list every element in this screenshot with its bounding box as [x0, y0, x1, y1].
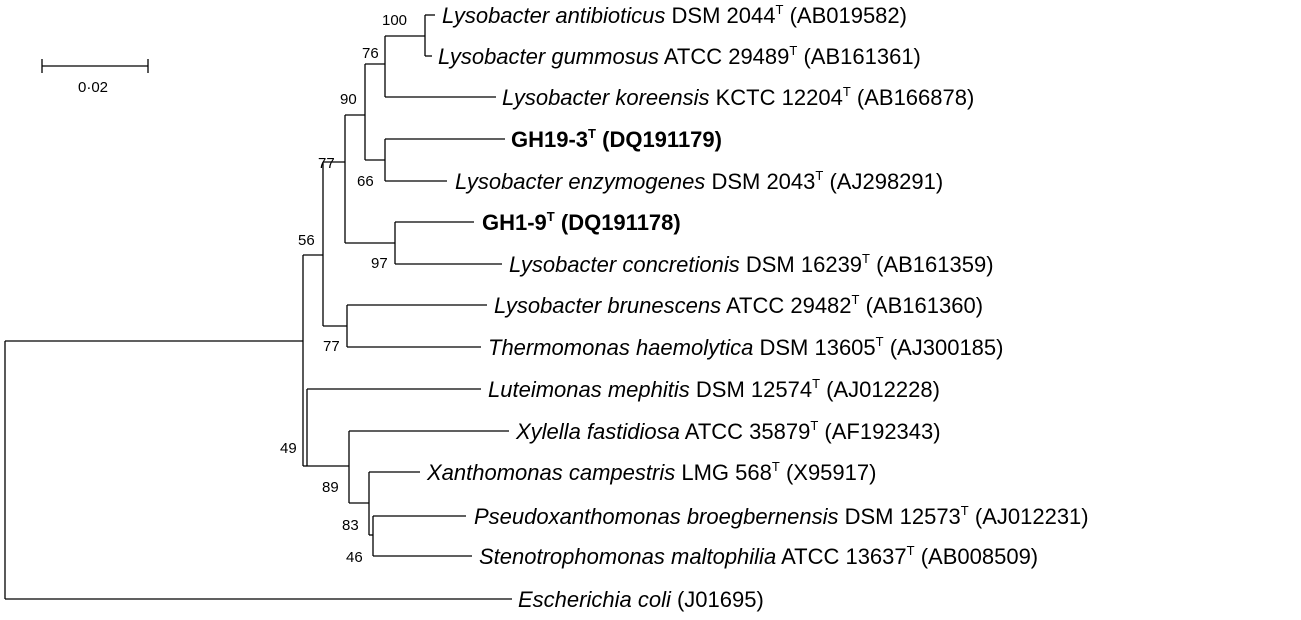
taxon-strain: DSM 16239: [746, 252, 862, 277]
taxon-label-l-concretionis: Lysobacter concretionis DSM 16239T (AB16…: [509, 251, 994, 277]
scale-bar-label: 0·02: [78, 79, 108, 96]
taxon-accession: (AB161361): [803, 44, 920, 69]
bootstrap-label: 77: [318, 155, 335, 172]
taxon-accession: (J01695): [677, 587, 764, 612]
taxon-strain: ATCC 35879: [685, 419, 811, 444]
taxon-label-l-gummosus: Lysobacter gummosus ATCC 29489T (AB16136…: [438, 43, 921, 69]
taxon-strain: DSM 13605: [759, 335, 875, 360]
taxon-species: Thermomonas haemolytica: [488, 335, 753, 360]
taxon-strain: ATCC 29489: [664, 44, 790, 69]
type-strain-mark: T: [588, 126, 596, 141]
taxon-species: Escherichia coli: [518, 587, 672, 612]
taxon-label-l-enzymogenes: Lysobacter enzymogenes DSM 2043T (AJ2982…: [455, 168, 943, 194]
type-strain-mark: T: [772, 459, 780, 474]
bootstrap-label: 56: [298, 232, 315, 249]
taxon-label-l-antibioticus: Lysobacter antibioticus DSM 2044T (AB019…: [442, 2, 907, 28]
taxon-species: Luteimonas mephitis: [488, 377, 690, 402]
bootstrap-label: 46: [346, 549, 363, 566]
taxon-species: Lysobacter concretionis: [509, 252, 740, 277]
taxon-accession: (AB019582): [790, 3, 907, 28]
taxon-strain: LMG 568: [681, 460, 772, 485]
taxon-label-l-koreensis: Lysobacter koreensis KCTC 12204T (AB1668…: [502, 84, 974, 110]
taxon-strain: ATCC 13637: [781, 544, 907, 569]
taxon-accession: (AJ298291): [829, 169, 943, 194]
taxon-label-e-coli: Escherichia coli (J01695): [518, 587, 764, 612]
taxon-strain: DSM 2043: [711, 169, 815, 194]
taxon-strain: DSM 12573: [845, 504, 961, 529]
taxon-label-x-fastidiosa: Xylella fastidiosa ATCC 35879T (AF192343…: [515, 418, 941, 444]
taxon-species: Pseudoxanthomonas broegbernensis: [474, 504, 838, 529]
taxon-accession: (AB161359): [876, 252, 993, 277]
taxon-label-t-haemolytica: Thermomonas haemolytica DSM 13605T (AJ30…: [488, 334, 1003, 360]
bootstrap-label: 49: [280, 440, 297, 457]
taxon-label-x-campestris: Xanthomonas campestris LMG 568T (X95917): [426, 459, 876, 485]
type-strain-mark: T: [961, 503, 969, 518]
taxon-species: Xylella fastidiosa: [515, 419, 680, 444]
taxon-label-l-mephitis: Luteimonas mephitis DSM 12574T (AJ012228…: [488, 376, 940, 402]
taxon-strain: ATCC 29482: [726, 293, 852, 318]
taxon-label-gh1-9: GH1-9T (DQ191178): [482, 209, 681, 235]
taxon-accession: (AB166878): [857, 85, 974, 110]
bootstrap-label: 89: [322, 479, 339, 496]
taxon-species: Xanthomonas campestris: [426, 460, 675, 485]
taxon-accession: (DQ191178): [561, 210, 681, 235]
bootstrap-label: 100: [382, 12, 407, 29]
scale-bar: 0·02: [41, 59, 149, 96]
taxon-label-gh19-3: GH19-3T (DQ191179): [511, 126, 722, 152]
taxon-strain: KCTC 12204: [716, 85, 843, 110]
type-strain-mark: T: [907, 543, 915, 558]
tree-branches: [4, 14, 512, 600]
type-strain-mark: T: [812, 376, 820, 391]
taxon-strain: GH1-9: [482, 210, 547, 235]
bootstrap-label: 97: [371, 255, 388, 272]
type-strain-mark: T: [876, 334, 884, 349]
bootstrap-label: 83: [342, 517, 359, 534]
taxon-species: Stenotrophomonas maltophilia: [479, 544, 776, 569]
bootstrap-values: 100 76 90 77 66 56 97 77 49 89 83 46: [280, 12, 407, 566]
taxon-accession: (AJ012228): [826, 377, 940, 402]
type-strain-mark: T: [789, 43, 797, 58]
taxon-species: Lysobacter enzymogenes: [455, 169, 705, 194]
taxon-accession: (AJ012231): [975, 504, 1089, 529]
bootstrap-label: 77: [323, 338, 340, 355]
type-strain-mark: T: [815, 168, 823, 183]
taxon-label-s-maltophilia: Stenotrophomonas maltophilia ATCC 13637T…: [479, 543, 1038, 569]
type-strain-mark: T: [852, 292, 860, 307]
taxon-species: Lysobacter gummosus: [438, 44, 659, 69]
taxon-accession: (AB161360): [866, 293, 983, 318]
type-strain-mark: T: [862, 251, 870, 266]
taxon-accession: (DQ191179): [602, 127, 722, 152]
bootstrap-label: 66: [357, 173, 374, 190]
taxon-species: Lysobacter antibioticus: [442, 3, 665, 28]
taxon-strain: DSM 2044: [672, 3, 776, 28]
type-strain-mark: T: [547, 209, 555, 224]
taxon-accession: (X95917): [786, 460, 877, 485]
taxon-label-p-broegbernensis: Pseudoxanthomonas broegbernensis DSM 125…: [474, 503, 1089, 529]
taxon-accession: (AJ300185): [890, 335, 1004, 360]
taxon-species: Lysobacter koreensis: [502, 85, 710, 110]
bootstrap-label: 90: [340, 91, 357, 108]
taxon-strain: DSM 12574: [696, 377, 812, 402]
taxon-species: Lysobacter brunescens: [494, 293, 721, 318]
taxon-accession: (AB008509): [921, 544, 1038, 569]
taxon-label-l-brunescens: Lysobacter brunescens ATCC 29482T (AB161…: [494, 292, 983, 318]
taxon-accession: (AF192343): [824, 419, 940, 444]
taxon-labels: Lysobacter antibioticus DSM 2044T (AB019…: [426, 2, 1089, 612]
bootstrap-label: 76: [362, 45, 379, 62]
type-strain-mark: T: [810, 418, 818, 433]
type-strain-mark: T: [775, 2, 783, 17]
taxon-strain: GH19-3: [511, 127, 588, 152]
type-strain-mark: T: [843, 84, 851, 99]
